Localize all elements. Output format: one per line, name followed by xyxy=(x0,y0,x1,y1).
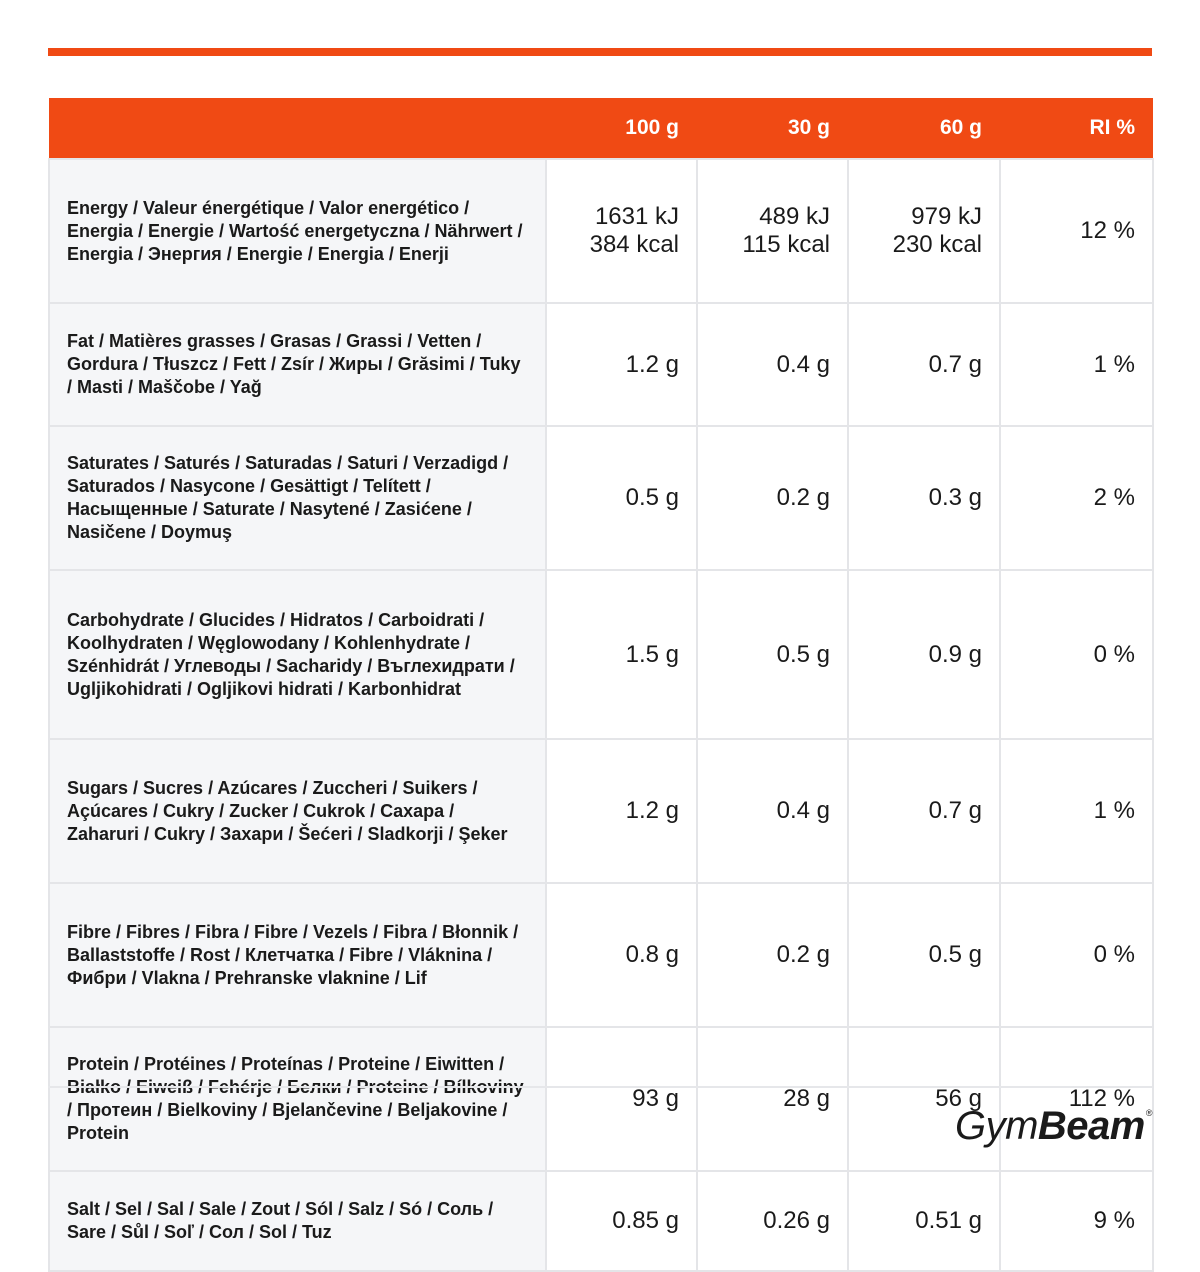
row-energy: Energy / Valeur énergétique / Valor ener… xyxy=(48,158,1154,304)
logo-text-gym: Gym xyxy=(954,1104,1038,1148)
value-60g: 0.3 g xyxy=(847,425,1001,571)
row-salt: Salt / Sel / Sal / Sale / Zout / Sól / S… xyxy=(48,1170,1154,1272)
gymbeam-logo: GymBeam® xyxy=(954,1104,1153,1149)
bottom-divider xyxy=(48,1086,1152,1088)
value-ri: 112 % xyxy=(999,1026,1154,1172)
nutrient-name: Energy / Valeur énergétique / Valor ener… xyxy=(48,158,547,304)
header-30g: 30 g xyxy=(697,98,848,159)
value-30g: 0.4 g xyxy=(696,738,849,884)
value-60g: 979 kJ 230 kcal xyxy=(847,158,1001,304)
header-100g: 100 g xyxy=(546,98,697,159)
header-label-cell xyxy=(49,98,546,159)
value-ri: 0 % xyxy=(999,569,1154,740)
value-30g: 0.2 g xyxy=(696,425,849,571)
logo-text-beam: Beam xyxy=(1037,1104,1145,1148)
value-60g: 0.51 g xyxy=(847,1170,1001,1272)
table-header-row: 100 g 30 g 60 g RI % xyxy=(49,98,1153,159)
value-60g: 0.5 g xyxy=(847,882,1001,1028)
row-carbohydrate: Carbohydrate / Glucides / Hidratos / Car… xyxy=(48,569,1154,740)
value-60g: 0.7 g xyxy=(847,302,1001,427)
value-ri: 12 % xyxy=(999,158,1154,304)
value-60g: 0.9 g xyxy=(847,569,1001,740)
header-60g: 60 g xyxy=(848,98,1000,159)
value-100g: 0.85 g xyxy=(545,1170,698,1272)
value-30g: 0.26 g xyxy=(696,1170,849,1272)
row-protein: Protein / Protéines / Proteínas / Protei… xyxy=(48,1026,1154,1172)
value-ri: 9 % xyxy=(999,1170,1154,1272)
value-30g: 489 kJ 115 kcal xyxy=(696,158,849,304)
value-100g: 0.8 g xyxy=(545,882,698,1028)
value-30g-kcal: 115 kcal xyxy=(742,231,830,258)
nutrient-name: Salt / Sel / Sal / Sale / Zout / Sól / S… xyxy=(48,1170,547,1272)
value-60g: 0.7 g xyxy=(847,738,1001,884)
nutrient-name: Saturates / Saturés / Saturadas / Saturi… xyxy=(48,425,547,571)
value-100g: 1.2 g xyxy=(545,302,698,427)
value-ri: 0 % xyxy=(999,882,1154,1028)
value-100g-kj: 1631 kJ xyxy=(594,203,679,230)
nutrient-name: Fibre / Fibres / Fibra / Fibre / Vezels … xyxy=(48,882,547,1028)
value-100g: 1631 kJ 384 kcal xyxy=(545,158,698,304)
nutrient-name: Sugars / Sucres / Azúcares / Zuccheri / … xyxy=(48,738,547,884)
value-30g: 28 g xyxy=(696,1026,849,1172)
value-30g-kj: 489 kJ xyxy=(759,203,830,230)
value-100g-kcal: 384 kcal xyxy=(589,231,679,258)
row-fat: Fat / Matières grasses / Grasas / Grassi… xyxy=(48,302,1154,427)
nutrient-name: Protein / Protéines / Proteínas / Protei… xyxy=(48,1026,547,1172)
value-30g: 0.4 g xyxy=(696,302,849,427)
value-30g: 0.2 g xyxy=(696,882,849,1028)
registered-mark: ® xyxy=(1145,1108,1153,1118)
nutrient-name: Fat / Matières grasses / Grasas / Grassi… xyxy=(48,302,547,427)
row-sugars: Sugars / Sucres / Azúcares / Zuccheri / … xyxy=(48,738,1154,884)
value-100g: 93 g xyxy=(545,1026,698,1172)
value-60g-kcal: 230 kcal xyxy=(892,231,982,258)
value-30g: 0.5 g xyxy=(696,569,849,740)
value-100g: 0.5 g xyxy=(545,425,698,571)
nutrient-name: Carbohydrate / Glucides / Hidratos / Car… xyxy=(48,569,547,740)
row-saturates: Saturates / Saturés / Saturadas / Saturi… xyxy=(48,425,1154,571)
value-ri: 1 % xyxy=(999,738,1154,884)
value-60g: 56 g xyxy=(847,1026,1001,1172)
top-accent-bar xyxy=(48,48,1152,56)
value-60g-kj: 979 kJ xyxy=(911,203,982,230)
value-100g: 1.2 g xyxy=(545,738,698,884)
value-100g: 1.5 g xyxy=(545,569,698,740)
value-ri: 2 % xyxy=(999,425,1154,571)
header-ri-percent: RI % xyxy=(1000,98,1153,159)
nutrition-table: 100 g 30 g 60 g RI % Energy / Valeur éne… xyxy=(48,98,1154,1272)
value-ri: 1 % xyxy=(999,302,1154,427)
row-fibre: Fibre / Fibres / Fibra / Fibre / Vezels … xyxy=(48,882,1154,1028)
